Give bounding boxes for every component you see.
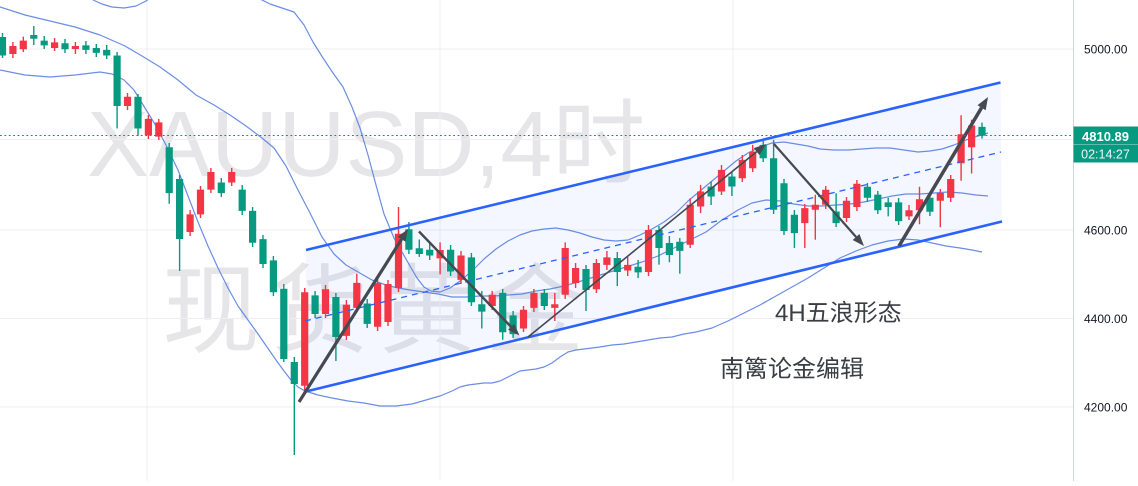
svg-text:4600.00: 4600.00 (1084, 224, 1128, 238)
svg-text:4810.89: 4810.89 (1082, 129, 1129, 144)
svg-text:5000.00: 5000.00 (1084, 43, 1128, 57)
svg-text:02:14:27: 02:14:27 (1081, 148, 1130, 162)
svg-text:4400.00: 4400.00 (1084, 312, 1128, 326)
svg-text:4200.00: 4200.00 (1084, 401, 1128, 415)
